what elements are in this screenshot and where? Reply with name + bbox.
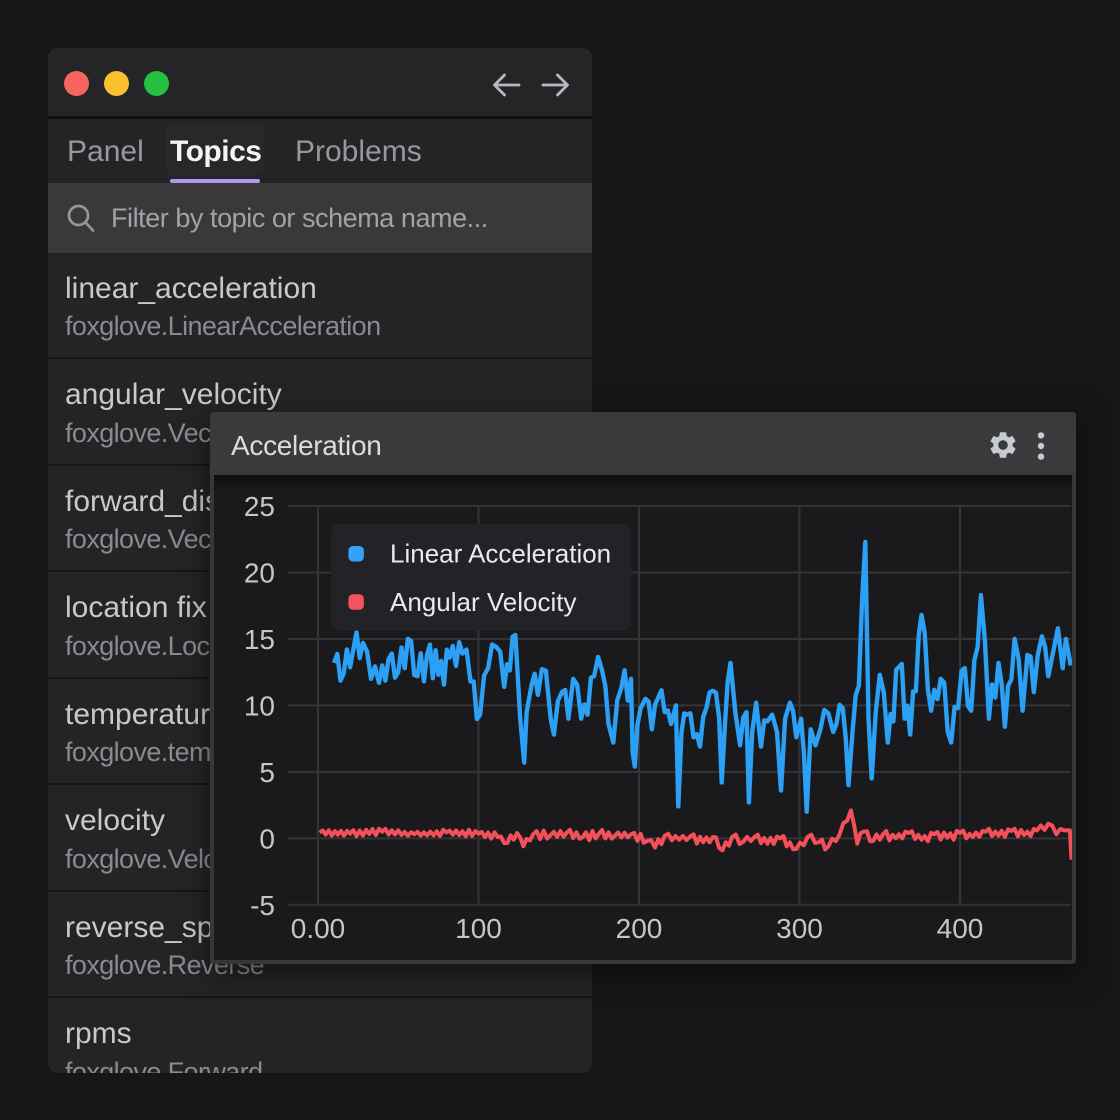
svg-text:0.00: 0.00: [291, 913, 346, 944]
svg-text:25: 25: [244, 491, 275, 522]
svg-text:Angular Velocity: Angular Velocity: [390, 587, 576, 617]
svg-text:10: 10: [244, 690, 275, 721]
svg-text:15: 15: [244, 624, 275, 655]
svg-text:300: 300: [776, 913, 823, 944]
svg-text:100: 100: [455, 913, 502, 944]
svg-text:200: 200: [616, 913, 663, 944]
svg-text:Linear Acceleration: Linear Acceleration: [390, 538, 611, 568]
svg-text:5: 5: [259, 756, 275, 787]
svg-text:-5: -5: [250, 889, 275, 920]
svg-text:400: 400: [937, 913, 984, 944]
svg-text:0: 0: [259, 823, 275, 854]
svg-text:20: 20: [244, 557, 275, 588]
